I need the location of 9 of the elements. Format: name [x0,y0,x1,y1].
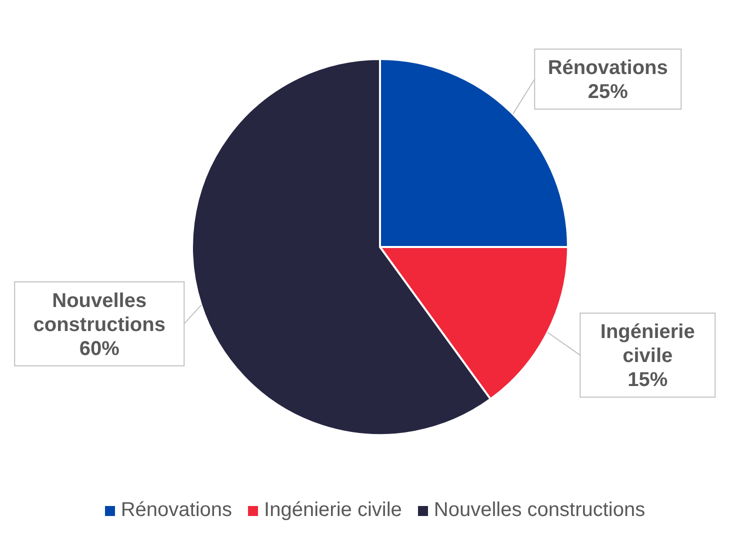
slice-label: Rénovations [548,57,668,80]
data-label: 15% [628,369,668,392]
legend-label: Rénovations [120,499,232,522]
legend-label: Ingénierie civile [263,499,402,522]
slice-label: Ingénierie civile [600,321,695,368]
slice-label: Nouvelles constructions [33,290,166,336]
data-label: 25% [588,81,628,104]
legend-label: Nouvelles constructions [432,499,646,522]
data-label: 60% [79,338,120,360]
